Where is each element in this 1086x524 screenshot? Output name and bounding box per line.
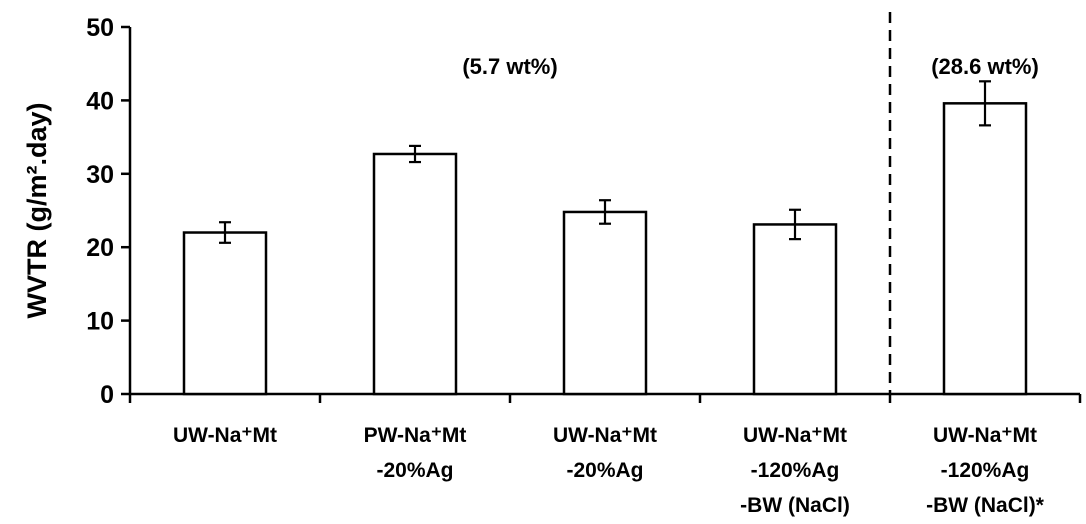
category-label: -120%Ag — [751, 459, 840, 482]
x-axis — [128, 392, 1082, 403]
y-tick-label: 30 — [86, 161, 114, 189]
category-label: UW-Na⁺Mt — [553, 424, 657, 447]
bar-4 — [752, 223, 838, 396]
bar-2 — [372, 152, 458, 396]
category-label: -20%Ag — [566, 459, 643, 482]
category-label: -BW (NaCl)* — [926, 494, 1045, 517]
annotation-5-7-wt: (5.7 wt%) — [462, 54, 557, 79]
bar-5 — [942, 102, 1028, 396]
category-label: -120%Ag — [941, 459, 1030, 482]
y-tick-label: 50 — [86, 14, 114, 42]
bar-3 — [562, 210, 648, 396]
y-tick-label: 0 — [100, 381, 114, 409]
bars — [182, 102, 1028, 396]
category-label: UW-Na⁺Mt — [933, 424, 1037, 447]
bar-1 — [182, 231, 268, 396]
annotation-28-6-wt: (28.6 wt%) — [931, 54, 1039, 79]
category-label: UW-Na⁺Mt — [743, 424, 847, 447]
category-labels: UW-Na⁺Mt PW-Na⁺Mt -20%Ag UW-Na⁺Mt -20%Ag UW-N… — [173, 424, 1045, 517]
y-tick-label: 20 — [86, 234, 114, 262]
y-tick-label: 40 — [86, 87, 114, 115]
category-label: -20%Ag — [376, 459, 453, 482]
y-tick-label: 10 — [86, 308, 114, 336]
category-label: PW-Na⁺Mt — [364, 424, 467, 447]
error-bars — [219, 80, 991, 244]
category-label: -BW (NaCl) — [740, 494, 850, 517]
category-label: UW-Na⁺Mt — [173, 424, 277, 447]
y-axis: 0 10 20 30 40 50 — [86, 14, 132, 409]
y-axis-title: WVTR (g/m².day) — [22, 103, 52, 319]
